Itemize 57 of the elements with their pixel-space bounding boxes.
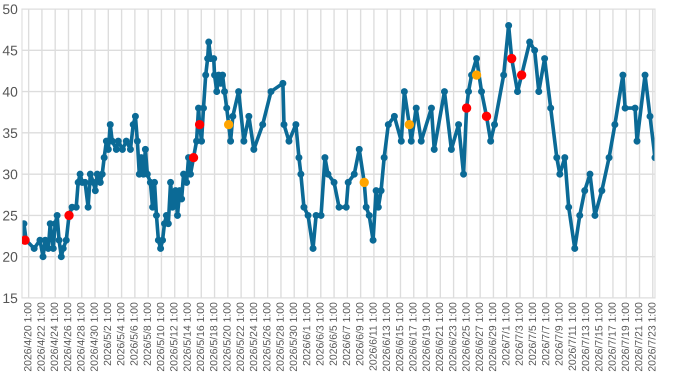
x-tick-label: 2026/6/19 1:00 — [422, 302, 430, 372]
x-tick-label: 2026/6/7 1:00 — [342, 302, 350, 366]
x-tick-label: 2026/4/26 1:00 — [64, 302, 72, 372]
x-tick-label: 2026/6/5 1:00 — [329, 302, 337, 366]
x-tick-label: 2026/5/22 1:00 — [236, 302, 244, 372]
x-tick-label: 2026/5/14 1:00 — [183, 302, 191, 372]
y-tick-label: 45 — [2, 46, 18, 56]
x-tick-label: 2026/7/21 1:00 — [634, 302, 642, 372]
y-tick-label: 35 — [2, 128, 18, 138]
x-tick-label: 2026/7/11 1:00 — [568, 302, 576, 370]
y-tick-label: 50 — [2, 4, 18, 14]
x-tick-label: 2026/5/16 1:00 — [196, 302, 204, 372]
x-tick-label: 2026/6/15 1:00 — [396, 302, 404, 372]
x-tick-label: 2026/7/5 1:00 — [528, 302, 536, 366]
x-tick-label: 2026/5/28 1:00 — [276, 302, 284, 372]
x-tick-label: 2026/6/17 1:00 — [408, 302, 417, 372]
y-tick-label: 25 — [3, 210, 18, 221]
x-tick-label: 2026/5/12 1:00 — [170, 302, 178, 372]
x-tick-label: 2026/6/3 1:00 — [316, 302, 324, 366]
x-tick-label: 2026/7/19 1:00 — [621, 302, 630, 372]
x-tick-label: 2026/6/21 1:00 — [435, 302, 444, 372]
x-tick-label: 2026/7/7 1:00 — [542, 302, 550, 366]
x-tick-label: 2026/5/8 1:00 — [143, 302, 151, 366]
x-tick-label: 2026/7/9 1:00 — [554, 302, 563, 366]
point — [472, 70, 482, 80]
x-tick-label: 2026/5/26 1:00 — [262, 302, 270, 372]
x-tick-label: 2026/6/27 1:00 — [475, 302, 483, 372]
y-tick-label: 20 — [3, 252, 18, 262]
x-tick-label: 2026/4/24 1:00 — [50, 302, 58, 372]
y-tick-label: 30 — [2, 169, 18, 180]
x-tick-label: 2026/4/22 1:00 — [37, 302, 45, 372]
x-tick-label: 2026/6/29 1:00 — [488, 302, 496, 372]
x-tick-label: 2026/5/18 1:00 — [210, 302, 218, 372]
x-tick-label: 2026/7/23 1:00 — [648, 302, 656, 372]
x-tick-label: 2026/4/28 1:00 — [76, 302, 85, 372]
x-tick-label: 2026/7/15 1:00 — [594, 302, 602, 372]
x-tick-label: 2026/7/3 1:00 — [515, 302, 523, 366]
x-tick-label: 2026/6/1 1:00 — [302, 302, 310, 366]
x-tick-label: 2026/7/17 1:00 — [608, 302, 616, 372]
x-tick-label: 2026/5/2 1:00 — [103, 302, 112, 366]
x-tick-label: 2026/7/1 1:00 — [502, 302, 510, 366]
y-tick-label: 40 — [2, 86, 18, 97]
x-tick-label: 2026/6/23 1:00 — [448, 302, 456, 372]
x-tick-label: 2026/5/10 1:00 — [156, 302, 164, 372]
x-tick-label: 2026/4/30 1:00 — [90, 302, 98, 372]
x-tick-label: 2026/5/4 1:00 — [116, 302, 124, 366]
x-tick-label: 2026/5/30 1:00 — [289, 302, 298, 372]
x-tick-label: 2026/7/13 1:00 — [582, 302, 590, 372]
x-tick-label: 2026/5/20 1:00 — [222, 302, 231, 372]
x-tick-label: 2026/6/13 1:00 — [382, 302, 390, 372]
x-tick-label: 2026/4/20 1:00 — [24, 302, 32, 372]
x-tick-label: 2026/6/11 1:00 — [369, 302, 377, 370]
x-tick-label: 2026/5/24 1:00 — [250, 302, 258, 372]
x-tick-label: 2026/5/6 1:00 — [130, 302, 138, 366]
x-tick-label: 2026/6/25 1:00 — [462, 302, 470, 372]
x-tick-label: 2026/6/9 1:00 — [356, 302, 364, 366]
y-tick-label: 15 — [3, 293, 18, 304]
